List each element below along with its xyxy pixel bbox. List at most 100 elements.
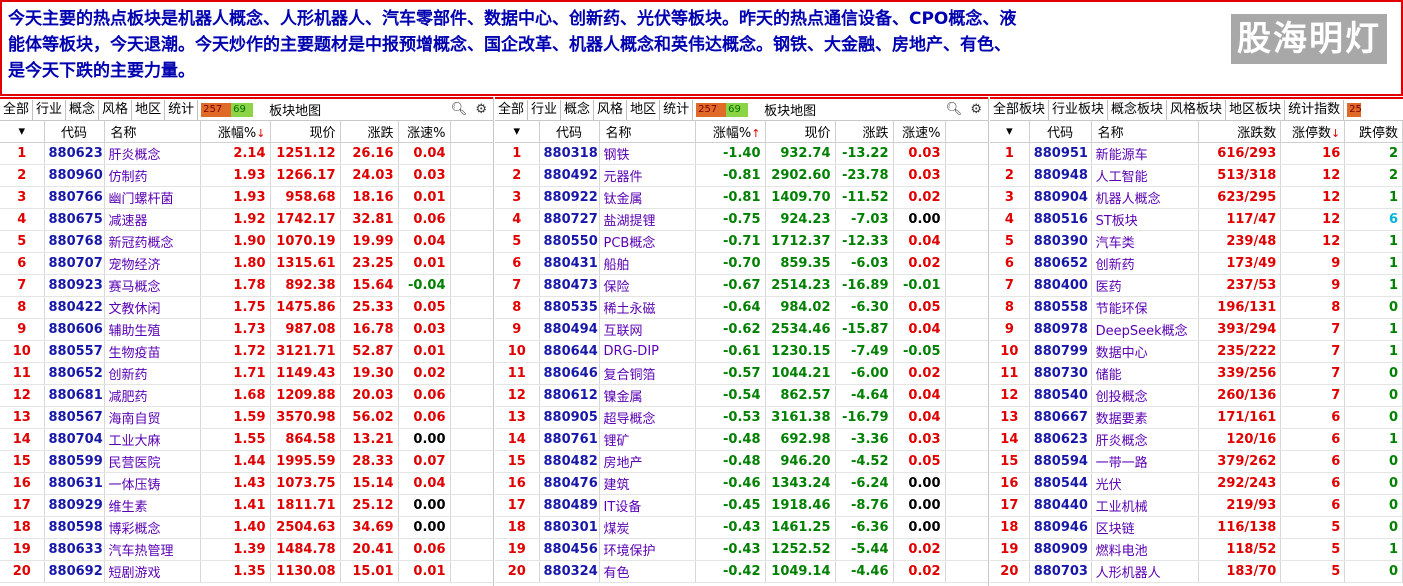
sector-name[interactable]: 节能环保 bbox=[1091, 296, 1199, 319]
sector-name[interactable]: 超导概念 bbox=[599, 406, 696, 429]
tab-style-sectors[interactable]: 风格板块 bbox=[1167, 99, 1227, 120]
table-row[interactable]: 1 880623 肝炎概念 2.14 1251.12 26.16 0.04 bbox=[0, 142, 493, 165]
table-row[interactable]: 1 880318 钢铁 -1.40 932.74 -13.22 0.03 bbox=[495, 142, 988, 165]
table-row[interactable]: 4 880675 减速器 1.92 1742.17 32.81 0.06 bbox=[0, 208, 493, 231]
column-header-code[interactable]: 代码 bbox=[1029, 121, 1092, 143]
table-row[interactable]: 19 880633 汽车热管理 1.39 1484.78 20.41 0.06 bbox=[0, 538, 493, 561]
sector-name[interactable]: 人工智能 bbox=[1091, 164, 1199, 187]
sector-name[interactable]: 宠物经济 bbox=[104, 252, 201, 275]
sector-name[interactable]: 工业机械 bbox=[1091, 494, 1199, 517]
sector-name[interactable]: 钢铁 bbox=[599, 142, 696, 165]
sort-dropdown-icon[interactable]: ▾ bbox=[990, 121, 1030, 143]
tab-region[interactable]: 地区 bbox=[132, 99, 166, 120]
sort-dropdown-icon[interactable]: ▾ bbox=[0, 121, 45, 143]
search-icon[interactable]: 🔍︎ bbox=[945, 102, 963, 117]
sector-name[interactable]: 有色 bbox=[599, 560, 696, 583]
table-row[interactable]: 17 880440 工业机械 219/93 6 0 bbox=[990, 494, 1403, 517]
sector-name[interactable]: 机器人概念 bbox=[1091, 186, 1199, 209]
column-header-price[interactable]: 现价 bbox=[765, 121, 836, 143]
sector-name[interactable]: 数据中心 bbox=[1091, 340, 1199, 363]
column-header-speed[interactable]: 涨速% bbox=[398, 121, 451, 143]
sector-name[interactable]: 创投概念 bbox=[1091, 384, 1199, 407]
sector-name[interactable]: DeepSeek概念 bbox=[1091, 318, 1199, 341]
table-row[interactable]: 16 880544 光伏 292/243 6 0 bbox=[990, 472, 1403, 495]
sector-name[interactable]: 镍金属 bbox=[599, 384, 696, 407]
sector-name[interactable]: IT设备 bbox=[599, 494, 696, 517]
table-row[interactable]: 9 880606 辅助生殖 1.73 987.08 16.78 0.03 bbox=[0, 318, 493, 341]
tab-all[interactable]: 全部 bbox=[0, 99, 34, 120]
column-header-change[interactable]: 涨跌 bbox=[340, 121, 399, 143]
table-row[interactable]: 18 880301 煤炭 -0.43 1461.25 -6.36 0.00 bbox=[495, 516, 988, 539]
sector-name[interactable]: 新冠药概念 bbox=[104, 230, 201, 253]
table-row[interactable]: 5 880768 新冠药概念 1.90 1070.19 19.99 0.04 bbox=[0, 230, 493, 253]
search-icon[interactable]: 🔍︎ bbox=[450, 102, 468, 117]
column-header-pct-change[interactable]: 涨幅%↓ bbox=[200, 121, 271, 143]
column-header-name[interactable]: 名称 bbox=[1091, 121, 1199, 143]
table-row[interactable]: 18 880598 博彩概念 1.40 2504.63 34.69 0.00 bbox=[0, 516, 493, 539]
table-row[interactable]: 19 880456 环境保护 -0.43 1252.52 -5.44 0.02 bbox=[495, 538, 988, 561]
table-row[interactable]: 20 880703 人形机器人 183/70 5 0 bbox=[990, 560, 1403, 583]
sector-name[interactable]: 文教休闲 bbox=[104, 296, 201, 319]
table-row[interactable]: 20 880324 有色 -0.42 1049.14 -4.46 0.02 bbox=[495, 560, 988, 583]
table-row[interactable]: 6 880707 宠物经济 1.80 1315.61 23.25 0.01 bbox=[0, 252, 493, 275]
sector-name[interactable]: 汽车热管理 bbox=[104, 538, 201, 561]
table-row[interactable]: 17 880489 IT设备 -0.45 1918.46 -8.76 0.00 bbox=[495, 494, 988, 517]
table-row[interactable]: 4 880727 盐湖提锂 -0.75 924.23 -7.03 0.00 bbox=[495, 208, 988, 231]
sector-name[interactable]: 仿制药 bbox=[104, 164, 201, 187]
gear-icon[interactable]: ⚙ bbox=[970, 102, 982, 117]
sector-name[interactable]: 工业大麻 bbox=[104, 428, 201, 451]
sector-name[interactable]: 煤炭 bbox=[599, 516, 696, 539]
table-row[interactable]: 13 880567 海南自贸 1.59 3570.98 56.02 0.06 bbox=[0, 406, 493, 429]
sector-name[interactable]: 互联网 bbox=[599, 318, 696, 341]
tab-all-sectors[interactable]: 全部板块 bbox=[990, 99, 1050, 120]
tab-stats[interactable]: 统计 bbox=[165, 99, 199, 120]
tab-concept[interactable]: 概念 bbox=[561, 99, 595, 120]
table-row[interactable]: 14 880761 锂矿 -0.48 692.98 -3.36 0.03 bbox=[495, 428, 988, 451]
sector-name[interactable]: 元器件 bbox=[599, 164, 696, 187]
tab-style[interactable]: 风格 bbox=[594, 99, 628, 120]
tab-stats[interactable]: 统计 bbox=[660, 99, 694, 120]
table-row[interactable]: 13 880905 超导概念 -0.53 3161.38 -16.79 0.04 bbox=[495, 406, 988, 429]
sector-name[interactable]: 医药 bbox=[1091, 274, 1199, 297]
table-row[interactable]: 9 880978 DeepSeek概念 393/294 7 1 bbox=[990, 318, 1403, 341]
sector-name[interactable]: 复合铜箔 bbox=[599, 362, 696, 385]
sector-name[interactable]: 数据要素 bbox=[1091, 406, 1199, 429]
sector-name[interactable]: 新能源车 bbox=[1091, 142, 1199, 165]
column-header-code[interactable]: 代码 bbox=[44, 121, 105, 143]
tab-industry[interactable]: 行业 bbox=[528, 99, 562, 120]
sector-name[interactable]: 博彩概念 bbox=[104, 516, 201, 539]
sector-name[interactable]: 减速器 bbox=[104, 208, 201, 231]
column-header-name[interactable]: 名称 bbox=[599, 121, 696, 143]
tab-concept-sectors[interactable]: 概念板块 bbox=[1108, 99, 1168, 120]
sector-name[interactable]: 保险 bbox=[599, 274, 696, 297]
tab-stat-index[interactable]: 统计指数 bbox=[1285, 99, 1345, 120]
table-row[interactable]: 12 880681 减肥药 1.68 1209.88 20.03 0.06 bbox=[0, 384, 493, 407]
sector-name[interactable]: 锂矿 bbox=[599, 428, 696, 451]
table-row[interactable]: 10 880799 数据中心 235/222 7 1 bbox=[990, 340, 1403, 363]
table-row[interactable]: 11 880652 创新药 1.71 1149.43 19.30 0.02 bbox=[0, 362, 493, 385]
table-row[interactable]: 8 880422 文教休闲 1.75 1475.86 25.33 0.05 bbox=[0, 296, 493, 319]
tab-region-sectors[interactable]: 地区板块 bbox=[1226, 99, 1286, 120]
column-header-name[interactable]: 名称 bbox=[104, 121, 201, 143]
sector-name[interactable]: 肝炎概念 bbox=[104, 142, 201, 165]
table-row[interactable]: 5 880390 汽车类 239/48 12 1 bbox=[990, 230, 1403, 253]
tab-concept[interactable]: 概念 bbox=[66, 99, 100, 120]
sector-name[interactable]: 创新药 bbox=[104, 362, 201, 385]
sector-name[interactable]: 人形机器人 bbox=[1091, 560, 1199, 583]
table-row[interactable]: 19 880909 燃料电池 118/52 5 1 bbox=[990, 538, 1403, 561]
table-row[interactable]: 8 880558 节能环保 196/131 8 0 bbox=[990, 296, 1403, 319]
tab-all[interactable]: 全部 bbox=[495, 99, 529, 120]
table-row[interactable]: 17 880929 维生素 1.41 1811.71 25.12 0.00 bbox=[0, 494, 493, 517]
sector-name[interactable]: 储能 bbox=[1091, 362, 1199, 385]
table-row[interactable]: 2 880948 人工智能 513/318 12 2 bbox=[990, 164, 1403, 187]
table-row[interactable]: 15 880482 房地产 -0.48 946.20 -4.52 0.05 bbox=[495, 450, 988, 473]
table-row[interactable]: 16 880631 一体压铸 1.43 1073.75 15.14 0.04 bbox=[0, 472, 493, 495]
column-header-speed[interactable]: 涨速% bbox=[893, 121, 946, 143]
table-row[interactable]: 12 880540 创投概念 260/136 7 0 bbox=[990, 384, 1403, 407]
table-row[interactable]: 6 880652 创新药 173/49 9 1 bbox=[990, 252, 1403, 275]
table-row[interactable]: 20 880692 短剧游戏 1.35 1130.08 15.01 0.01 bbox=[0, 560, 493, 583]
column-header-limit-up[interactable]: 涨停数↓ bbox=[1280, 121, 1346, 143]
table-row[interactable]: 5 880550 PCB概念 -0.71 1712.37 -12.33 0.04 bbox=[495, 230, 988, 253]
sector-name[interactable]: PCB概念 bbox=[599, 230, 696, 253]
sector-name[interactable]: 生物疫苗 bbox=[104, 340, 201, 363]
